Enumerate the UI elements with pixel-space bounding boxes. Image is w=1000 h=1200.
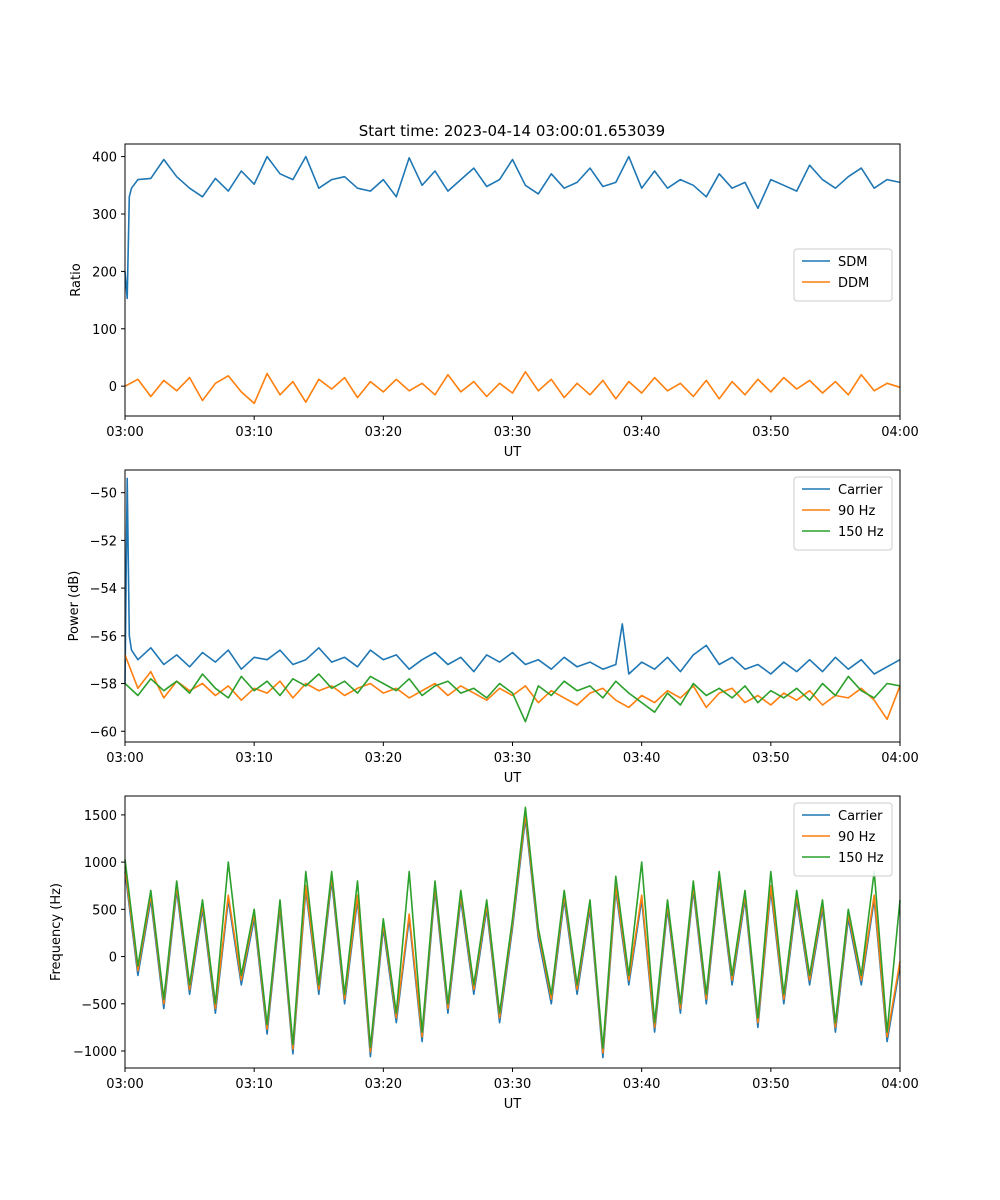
- charts: 03:00 03:10 03:20 03:30 03:40 03:50 04:00 0 100 2…: [49, 143, 919, 1112]
- y-tick-label: 200: [92, 265, 117, 280]
- y-tick-label: −54: [90, 582, 117, 597]
- series-line-sdm: [124, 155, 901, 300]
- y-tick-label: 100: [92, 323, 117, 338]
- x-axis-label: UT: [504, 445, 522, 460]
- y-tick-label: 1500: [84, 809, 117, 824]
- y-axis-label: Power (dB): [67, 571, 82, 642]
- x-tick-label: 03:40: [623, 751, 660, 766]
- chart-panel-1: 03:00 03:10 03:20 03:30 03:40 03:50 04:00 0 100 2…: [69, 143, 919, 460]
- x-tick-label: 03:00: [106, 1077, 143, 1092]
- series-line-150-hz: [124, 806, 901, 1049]
- legend-label-150-hz: 150 Hz: [838, 851, 884, 866]
- y-tick-label: −58: [90, 678, 117, 693]
- x-tick-label: 03:50: [752, 425, 789, 440]
- y-tick-label: 0: [109, 380, 117, 395]
- y-tick-label: 400: [92, 151, 117, 166]
- legend-label-carrier: Carrier: [838, 483, 883, 498]
- chart-panel-3: 03:00 03:10 03:20 03:30 03:40 03:50 04:00 −1000…: [49, 795, 919, 1112]
- series-line-150-hz: [124, 673, 901, 723]
- y-tick-label: −500: [81, 998, 117, 1013]
- legend-label-carrier: Carrier: [838, 809, 883, 824]
- x-tick-label: 04:00: [881, 1077, 918, 1092]
- x-tick-label: 03:30: [494, 425, 531, 440]
- x-axis-label: UT: [504, 1097, 522, 1112]
- legend: Carrier 90 Hz 150 Hz: [793, 476, 893, 551]
- y-axis-label: Frequency (Hz): [49, 883, 64, 981]
- x-tick-label: 03:00: [106, 751, 143, 766]
- x-tick-label: 03:30: [494, 751, 531, 766]
- legend: Carrier 90 Hz 150 Hz: [793, 802, 893, 877]
- legend-label-sdm: SDM: [838, 255, 867, 270]
- legend-label-150-hz: 150 Hz: [838, 525, 884, 540]
- y-tick-label: −50: [90, 487, 117, 502]
- x-tick-label: 03:30: [494, 1077, 531, 1092]
- x-tick-label: 03:10: [235, 1077, 272, 1092]
- y-tick-label: 500: [92, 903, 117, 918]
- x-tick-label: 03:50: [752, 1077, 789, 1092]
- x-tick-label: 03:40: [623, 425, 660, 440]
- x-tick-label: 03:40: [623, 1077, 660, 1092]
- y-axis-label: Ratio: [69, 263, 84, 296]
- y-tick-label: −56: [90, 630, 117, 645]
- x-tick-label: 03:10: [235, 425, 272, 440]
- y-tick-label: 0: [109, 951, 117, 966]
- x-tick-label: 03:10: [235, 751, 272, 766]
- y-tick-label: 1000: [84, 856, 117, 871]
- x-axis-label: UT: [504, 771, 522, 786]
- series-line-90-hz: [124, 654, 901, 721]
- x-tick-label: 03:50: [752, 751, 789, 766]
- x-tick-label: 03:00: [106, 425, 143, 440]
- chart-title: Start time: 2023-04-14 03:00:01.653039: [359, 122, 665, 140]
- legend-label-90-hz: 90 Hz: [838, 504, 875, 519]
- chart-panel-2: 03:00 03:10 03:20 03:30 03:40 03:50 04:00 −60 −5…: [67, 469, 919, 786]
- x-tick-label: 03:20: [365, 425, 402, 440]
- x-tick-label: 03:20: [365, 1077, 402, 1092]
- legend-label-ddm: DDM: [838, 276, 869, 291]
- series-line-carrier: [124, 477, 901, 684]
- x-tick-label: 04:00: [881, 751, 918, 766]
- series-line-ddm: [124, 370, 901, 405]
- y-tick-label: −60: [90, 725, 117, 740]
- x-tick-label: 04:00: [881, 425, 918, 440]
- x-tick-label: 03:20: [365, 751, 402, 766]
- legend: SDM DDM: [793, 248, 893, 302]
- y-tick-label: −1000: [73, 1045, 117, 1060]
- legend-box: [793, 248, 893, 302]
- y-tick-label: −52: [90, 534, 117, 549]
- y-tick-label: 300: [92, 208, 117, 223]
- legend-label-90-hz: 90 Hz: [838, 830, 875, 845]
